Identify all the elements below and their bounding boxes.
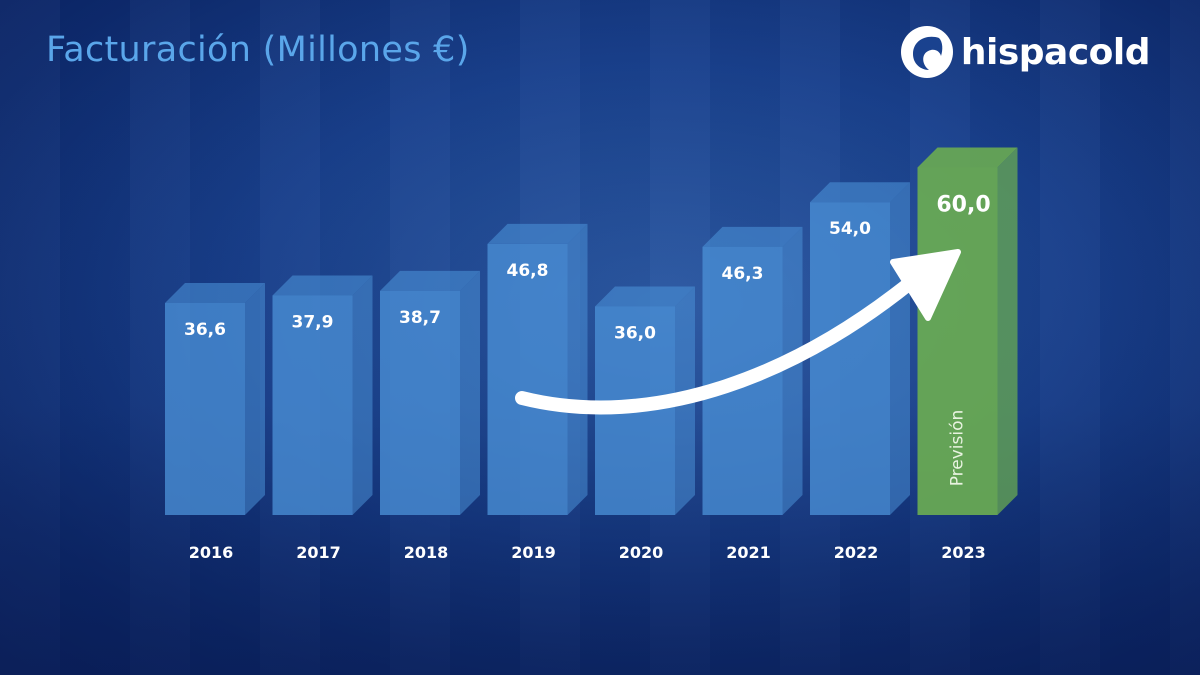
category-label-2021: 2021: [726, 543, 771, 562]
bar-2016: [165, 283, 265, 515]
value-label-2016: 36,6: [184, 320, 226, 340]
bar-top-2019: [487, 223, 588, 244]
logo-text: hispacold: [960, 31, 1151, 73]
trend-arrow-group: [515, 249, 961, 415]
category-label-2017: 2017: [296, 543, 341, 562]
value-label-2020: 36,0: [614, 323, 656, 343]
bar-top-2017: [272, 275, 373, 296]
category-label-2023: 2023: [941, 543, 986, 562]
bar-top-2023: [917, 147, 1018, 168]
value-label-2022: 54,0: [829, 219, 871, 239]
bar-side-2021: [782, 226, 803, 515]
bar-front-2022: [810, 202, 890, 515]
value-label-2019: 46,8: [507, 261, 549, 281]
bar-front-2019: [487, 243, 568, 515]
bar-side-2019: [567, 223, 588, 515]
bar-top-2018: [380, 270, 480, 291]
category-label-2016: 2016: [189, 543, 234, 562]
bar-2017: [272, 275, 373, 515]
page-title: Facturación (Millones €): [46, 30, 470, 70]
bar-side-2017: [352, 275, 373, 515]
forecast-label: Previsión: [948, 410, 968, 487]
category-label-2022: 2022: [834, 543, 879, 562]
bar-top-2020: [595, 286, 695, 307]
bar-2023: [917, 147, 1018, 515]
bar-side-2016: [245, 283, 265, 515]
bar-front-2023: [917, 167, 998, 515]
bar-side-2022: [890, 182, 910, 515]
value-label-2023: 60,0: [936, 192, 990, 217]
value-label-2021: 46,3: [722, 264, 764, 284]
trend-arrow-shaft: [515, 255, 942, 415]
bar-front-2017: [272, 295, 353, 515]
bar-side-2023: [997, 147, 1018, 515]
bar-side-2018: [460, 270, 480, 515]
logo: hispacold: [899, 24, 1151, 80]
bar-2018: [380, 270, 480, 515]
bar-front-2018: [380, 290, 460, 515]
value-label-2017: 37,9: [292, 312, 334, 332]
bar-top-2016: [165, 283, 265, 303]
labels-group: 36,6 2016 37,9 2017 38,7 2018 46,8 2019 36,0 2020…: [184, 192, 991, 562]
bar-top-2022: [810, 182, 910, 203]
category-label-2020: 2020: [619, 543, 664, 562]
bar-top-2021: [702, 226, 803, 247]
bar-front-2016: [165, 303, 245, 515]
trend-arrow-head-icon: [890, 249, 961, 321]
hispacold-logo-icon: [900, 26, 953, 78]
category-label-2018: 2018: [404, 543, 449, 562]
bar-2019: [487, 223, 588, 515]
value-label-2018: 38,7: [399, 308, 441, 328]
category-label-2019: 2019: [511, 543, 556, 562]
